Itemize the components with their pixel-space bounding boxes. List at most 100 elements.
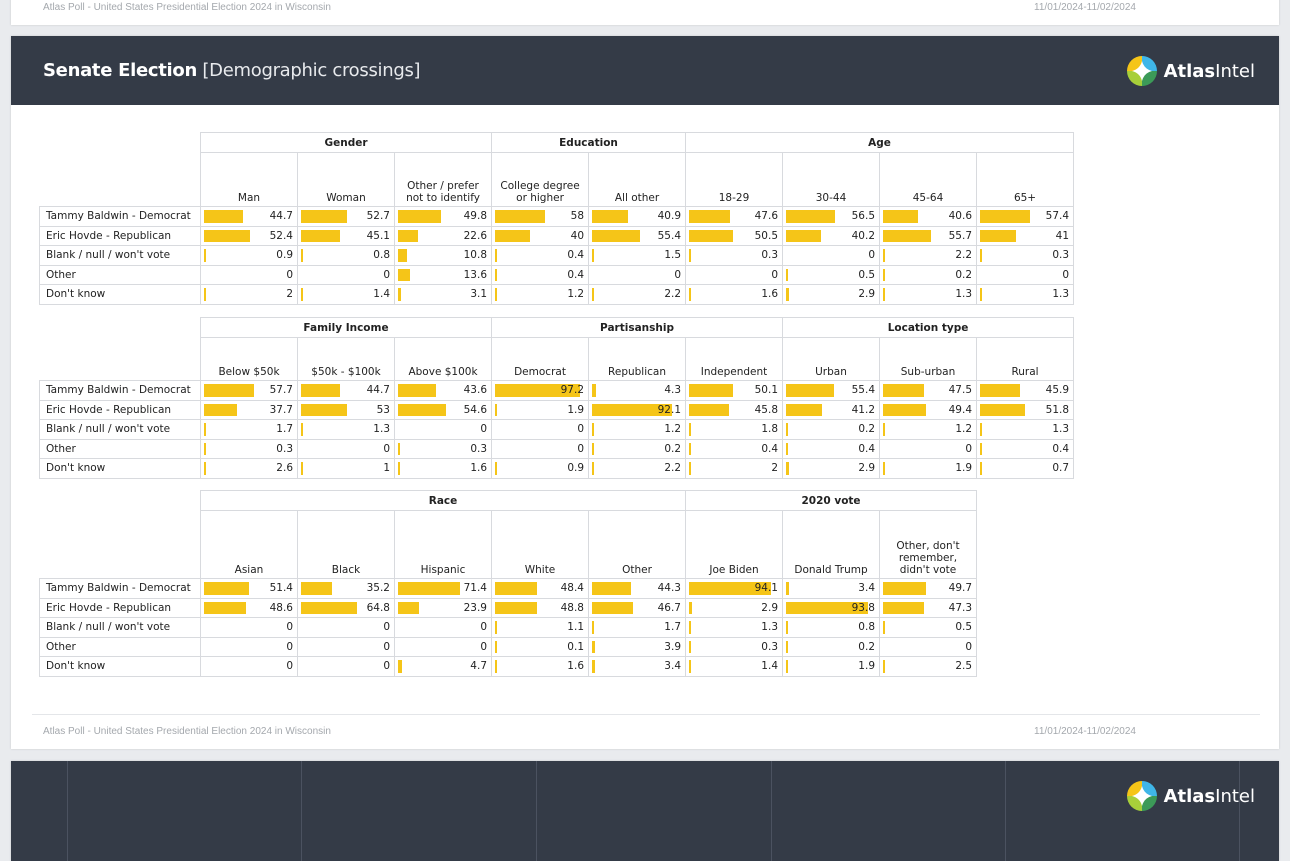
cell-value: 40.2 xyxy=(851,229,876,242)
cell-value: 50.1 xyxy=(754,384,779,397)
column-header: 45-64 xyxy=(879,152,978,207)
data-cell: 1.5 xyxy=(588,245,687,266)
data-cell: 0 xyxy=(200,636,298,657)
table-row: Eric Hovde - Republican 52.4 45.1 22.6 40 55.… xyxy=(39,225,1075,246)
data-cell: 92.1 xyxy=(588,399,687,420)
value-bar xyxy=(301,601,358,614)
column-header: 18-29 xyxy=(685,152,784,207)
data-cell: 1.3 xyxy=(879,284,978,305)
data-cell: 0.3 xyxy=(976,245,1075,266)
cell-value: 47.5 xyxy=(948,384,973,397)
data-cell: 52.7 xyxy=(297,206,395,227)
value-bar xyxy=(495,268,497,281)
column-header: Democrat xyxy=(491,337,590,381)
value-bar xyxy=(301,462,303,475)
divider xyxy=(771,761,772,861)
cell-value: 3.4 xyxy=(858,582,875,595)
value-bar xyxy=(495,249,497,262)
data-cell: 64.8 xyxy=(297,597,395,618)
value-bar xyxy=(689,621,691,634)
cell-value: 53 xyxy=(376,403,390,416)
column-header: Republican xyxy=(588,337,687,381)
data-cell: 0.4 xyxy=(491,264,590,285)
value-bar xyxy=(204,210,243,223)
crosstab-table: Family Income Partisanship Location type Be… xyxy=(39,317,1075,479)
table-row: Don't know 2 1.4 3.1 1.2 2.2 1.6 2.9 1.3 1.3 xyxy=(39,284,1075,305)
value-bar xyxy=(592,601,633,614)
cell-value: 0.9 xyxy=(276,249,293,262)
cell-value: 0 xyxy=(480,621,487,634)
row-label: Eric Hovde - Republican xyxy=(39,399,201,420)
cell-value: 3.4 xyxy=(664,660,681,673)
cell-value: 40.9 xyxy=(657,210,682,223)
data-cell: 2.2 xyxy=(879,245,978,266)
column-header-label: Donald Trump xyxy=(794,564,868,576)
table-row: Other 0 0 13.6 0.4 0 0 0.5 0.2 0 xyxy=(39,264,1075,285)
data-cell: 0.8 xyxy=(297,245,395,266)
page-footer: Atlas Poll - United States Presidential … xyxy=(43,726,1136,737)
divider xyxy=(1005,761,1006,861)
value-bar xyxy=(592,442,594,455)
value-bar xyxy=(786,462,789,475)
column-header-label: Hispanic xyxy=(420,564,466,576)
data-cell: 0 xyxy=(878,636,978,657)
column-header: Woman xyxy=(297,152,395,207)
value-bar xyxy=(301,582,332,595)
value-bar xyxy=(592,384,596,397)
value-bar xyxy=(980,288,982,301)
value-bar xyxy=(980,403,1026,416)
row-label: Eric Hovde - Republican xyxy=(39,225,201,246)
cell-value: 23.9 xyxy=(463,601,487,614)
data-cell: 55.4 xyxy=(588,225,687,246)
cell-value: 0 xyxy=(286,621,293,634)
group-header: Age xyxy=(685,132,1075,153)
value-bar xyxy=(786,621,788,634)
value-bar xyxy=(592,640,596,653)
table-row: Don't know 2.6 1 1.6 0.9 2.2 2 2.9 1.9 0.7 xyxy=(39,458,1075,479)
column-header: Black xyxy=(297,510,395,579)
cell-value: 48.6 xyxy=(269,601,293,614)
value-bar xyxy=(786,268,788,281)
value-bar xyxy=(495,601,538,614)
column-header: Other, don't remember, didn't vote xyxy=(878,510,978,579)
data-cell: 56.5 xyxy=(782,206,881,227)
cell-value: 0 xyxy=(383,268,390,281)
logo-text-light: Intel xyxy=(1215,60,1255,82)
data-cell: 45.9 xyxy=(976,380,1075,401)
data-cell: 1.3 xyxy=(976,419,1075,440)
page-footer: Atlas Poll - United States Presidential … xyxy=(43,2,1136,13)
column-header-label: All other xyxy=(614,192,660,204)
column-header: Independent xyxy=(685,337,784,381)
cell-value: 41 xyxy=(1055,229,1070,242)
value-bar xyxy=(592,462,594,475)
data-cell: 4.3 xyxy=(588,380,687,401)
cell-value: 48.8 xyxy=(560,601,584,614)
data-cell: 2.6 xyxy=(200,458,298,479)
column-header-label: Other, don't remember, didn't vote xyxy=(896,540,960,576)
data-cell: 1.2 xyxy=(491,284,590,305)
data-cell: 0 xyxy=(393,419,493,440)
value-bar xyxy=(883,229,932,242)
group-header: Race xyxy=(200,490,686,511)
cell-value: 0.5 xyxy=(858,268,876,281)
column-header-label: Above $100k xyxy=(408,366,478,378)
group-header: Partisanship xyxy=(491,317,784,338)
data-cell: 53 xyxy=(297,399,395,420)
column-header-label: 65+ xyxy=(1013,192,1037,204)
value-bar xyxy=(980,442,982,455)
data-cell: 0 xyxy=(394,636,492,657)
data-cell: 3.4 xyxy=(782,578,880,599)
cell-value: 47.6 xyxy=(754,210,779,223)
data-cell: 1.9 xyxy=(879,458,978,479)
cell-value: 0.7 xyxy=(1052,462,1070,475)
cell-value: 92.1 xyxy=(657,403,682,416)
data-cell: 49.4 xyxy=(879,399,978,420)
data-cell: 50.1 xyxy=(685,380,784,401)
value-bar xyxy=(689,210,731,223)
data-cell: 2 xyxy=(200,284,298,305)
data-cell: 1.9 xyxy=(782,656,880,677)
value-bar xyxy=(786,229,821,242)
title-subtitle: [Demographic crossings] xyxy=(197,60,421,81)
cell-value: 2.9 xyxy=(761,601,778,614)
cell-value: 0.3 xyxy=(470,442,488,455)
